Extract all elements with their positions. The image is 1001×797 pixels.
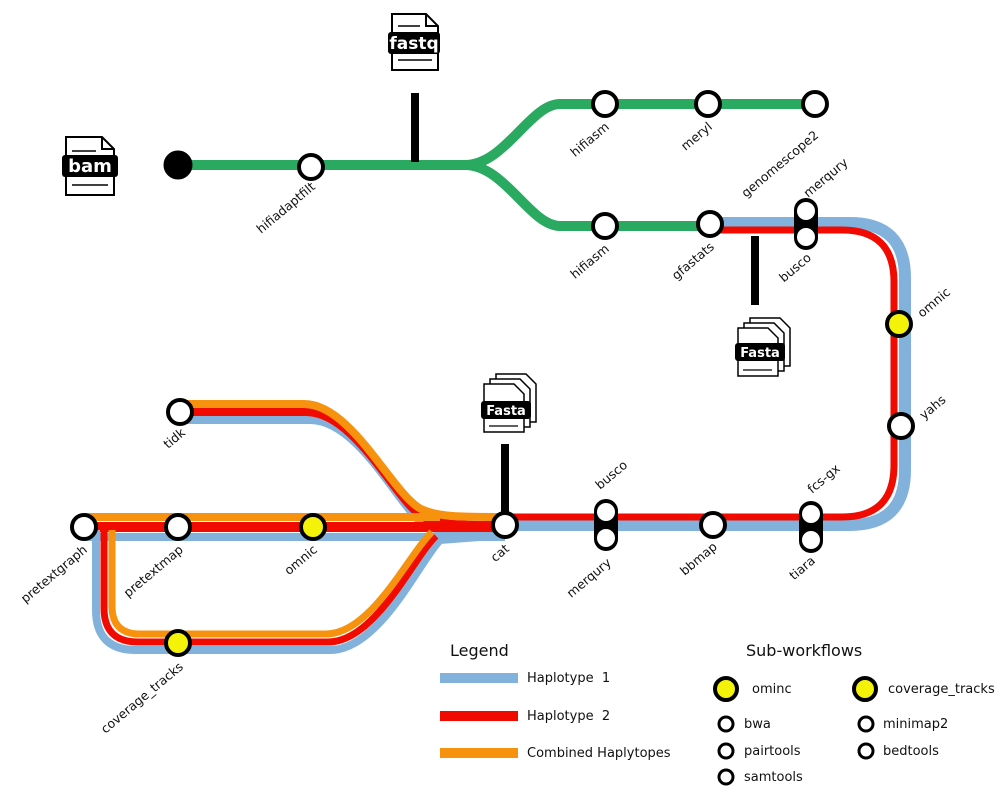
label-fcs-gx: fcs-gx	[804, 461, 842, 497]
subworkflow-tool-bwa: bwa	[744, 717, 771, 732]
node-hifiadaptfilt	[297, 153, 325, 181]
legend-swatch-haplotype2	[440, 711, 518, 721]
hap1-main-route	[505, 217, 911, 531]
legend-title: Legend	[450, 641, 509, 660]
node-genomescope2	[801, 90, 829, 118]
label-coverage-tracks: coverage_tracks	[98, 659, 186, 736]
label-omnic-right: omnic	[914, 284, 953, 320]
subworkflow-tool-marker	[857, 715, 875, 733]
node-yahs	[887, 412, 915, 440]
label-cat: cat	[487, 541, 512, 565]
label-tidk: tidk	[160, 424, 188, 451]
green-line-lower	[464, 160, 710, 231]
node-gfastats	[696, 210, 724, 238]
subworkflow-omnic-name: ominc	[752, 682, 792, 697]
node-pretextgraph	[70, 513, 98, 541]
node-omnic-right	[885, 310, 913, 338]
label-busco-top: busco	[776, 250, 814, 285]
node-bbmap	[699, 511, 727, 539]
label-tiara: tiara	[786, 553, 818, 583]
hap2-tidk-branch	[180, 408, 506, 529]
subworkflow-tool-bedtools: bedtools	[883, 744, 939, 759]
node-meryl	[694, 90, 722, 118]
label-meryl: meryl	[678, 119, 715, 154]
subworkflow-coverage-tracks-name: coverage_tracks	[888, 682, 995, 697]
subworkflow-tool-pairtools: pairtools	[744, 744, 801, 759]
label-bbmap: bbmap	[677, 539, 720, 579]
combined-tidk-branch	[180, 400, 506, 521]
green-route	[178, 99, 815, 231]
haplotype-routes	[84, 217, 911, 654]
fasta-stack-icon-right: Fasta	[735, 317, 791, 377]
hap2-coverage-loop	[100, 530, 439, 646]
bam-file-label: bam	[68, 156, 112, 177]
legend-label-haplotype1: Haplotype 1	[527, 671, 610, 686]
label-yahs: yahs	[916, 392, 948, 422]
fastq-file-icon: fastq	[388, 13, 440, 71]
subworkflow-tool-marker	[857, 742, 875, 760]
fasta-stack-icon-center: Fasta	[481, 373, 537, 433]
label-pretextmap: pretextmap	[120, 542, 186, 600]
subworkflow-tool-marker	[717, 742, 735, 760]
node-pretextmap	[164, 513, 192, 541]
node-hifiasm-1	[591, 90, 619, 118]
subworkflow-omnic-marker	[713, 676, 739, 702]
label-hifiasm-1: hifiasm	[567, 119, 612, 160]
subworkflow-tool-marker	[717, 768, 735, 786]
subworkflow-coverage-tracks-marker	[852, 676, 878, 702]
subworkflow-tool-samtools: samtools	[744, 770, 803, 785]
green-line-upper	[178, 99, 815, 170]
subworkflows-panel: Sub-workflows ominc bwa pairtools samtoo…	[713, 641, 995, 786]
legend-label-haplotype2: Haplotype 2	[527, 709, 610, 724]
label-omnic-left: omnic	[281, 542, 320, 578]
label-pretextgraph: pretextgraph	[18, 542, 90, 606]
label-hifiadaptfilt: hifiadaptfilt	[253, 179, 318, 237]
combined-coverage-loop	[108, 529, 435, 638]
label-gfastats: gfastats	[669, 239, 717, 283]
node-fcsgx-tiara	[799, 501, 823, 553]
label-merqury-top: merqury	[800, 154, 851, 200]
subworkflow-tool-minimap2: minimap2	[883, 717, 948, 732]
fasta-file-label-right: Fasta	[740, 346, 780, 361]
input-start-node	[163, 150, 193, 180]
node-coverage-tracks	[164, 629, 192, 657]
legend: Legend Haplotype 1 Haplotype 2 Combined …	[440, 641, 671, 761]
hap1-coverage-loop	[92, 530, 506, 654]
node-busco-merqury-bottom	[594, 499, 618, 551]
node-omnic-left	[299, 513, 327, 541]
fasta-file-label-center: Fasta	[486, 404, 526, 419]
node-merqury-busco-top	[794, 198, 818, 250]
node-cat	[491, 511, 519, 539]
bam-file-icon: bam	[62, 136, 118, 196]
legend-swatch-combined	[440, 748, 518, 758]
subworkflows-title: Sub-workflows	[746, 641, 862, 660]
hap2-main-route	[505, 226, 898, 521]
node-tidk	[166, 398, 194, 426]
label-hifiasm-2: hifiasm	[567, 241, 612, 282]
fastq-file-label: fastq	[389, 34, 438, 54]
node-hifiasm-2	[591, 212, 619, 240]
legend-label-combined: Combined Haplytopes	[527, 746, 671, 761]
legend-swatch-haplotype1	[440, 673, 518, 683]
label-merqury-bottom: merqury	[564, 554, 615, 600]
label-busco-bottom: busco	[592, 457, 630, 492]
subworkflow-tool-marker	[717, 715, 735, 733]
